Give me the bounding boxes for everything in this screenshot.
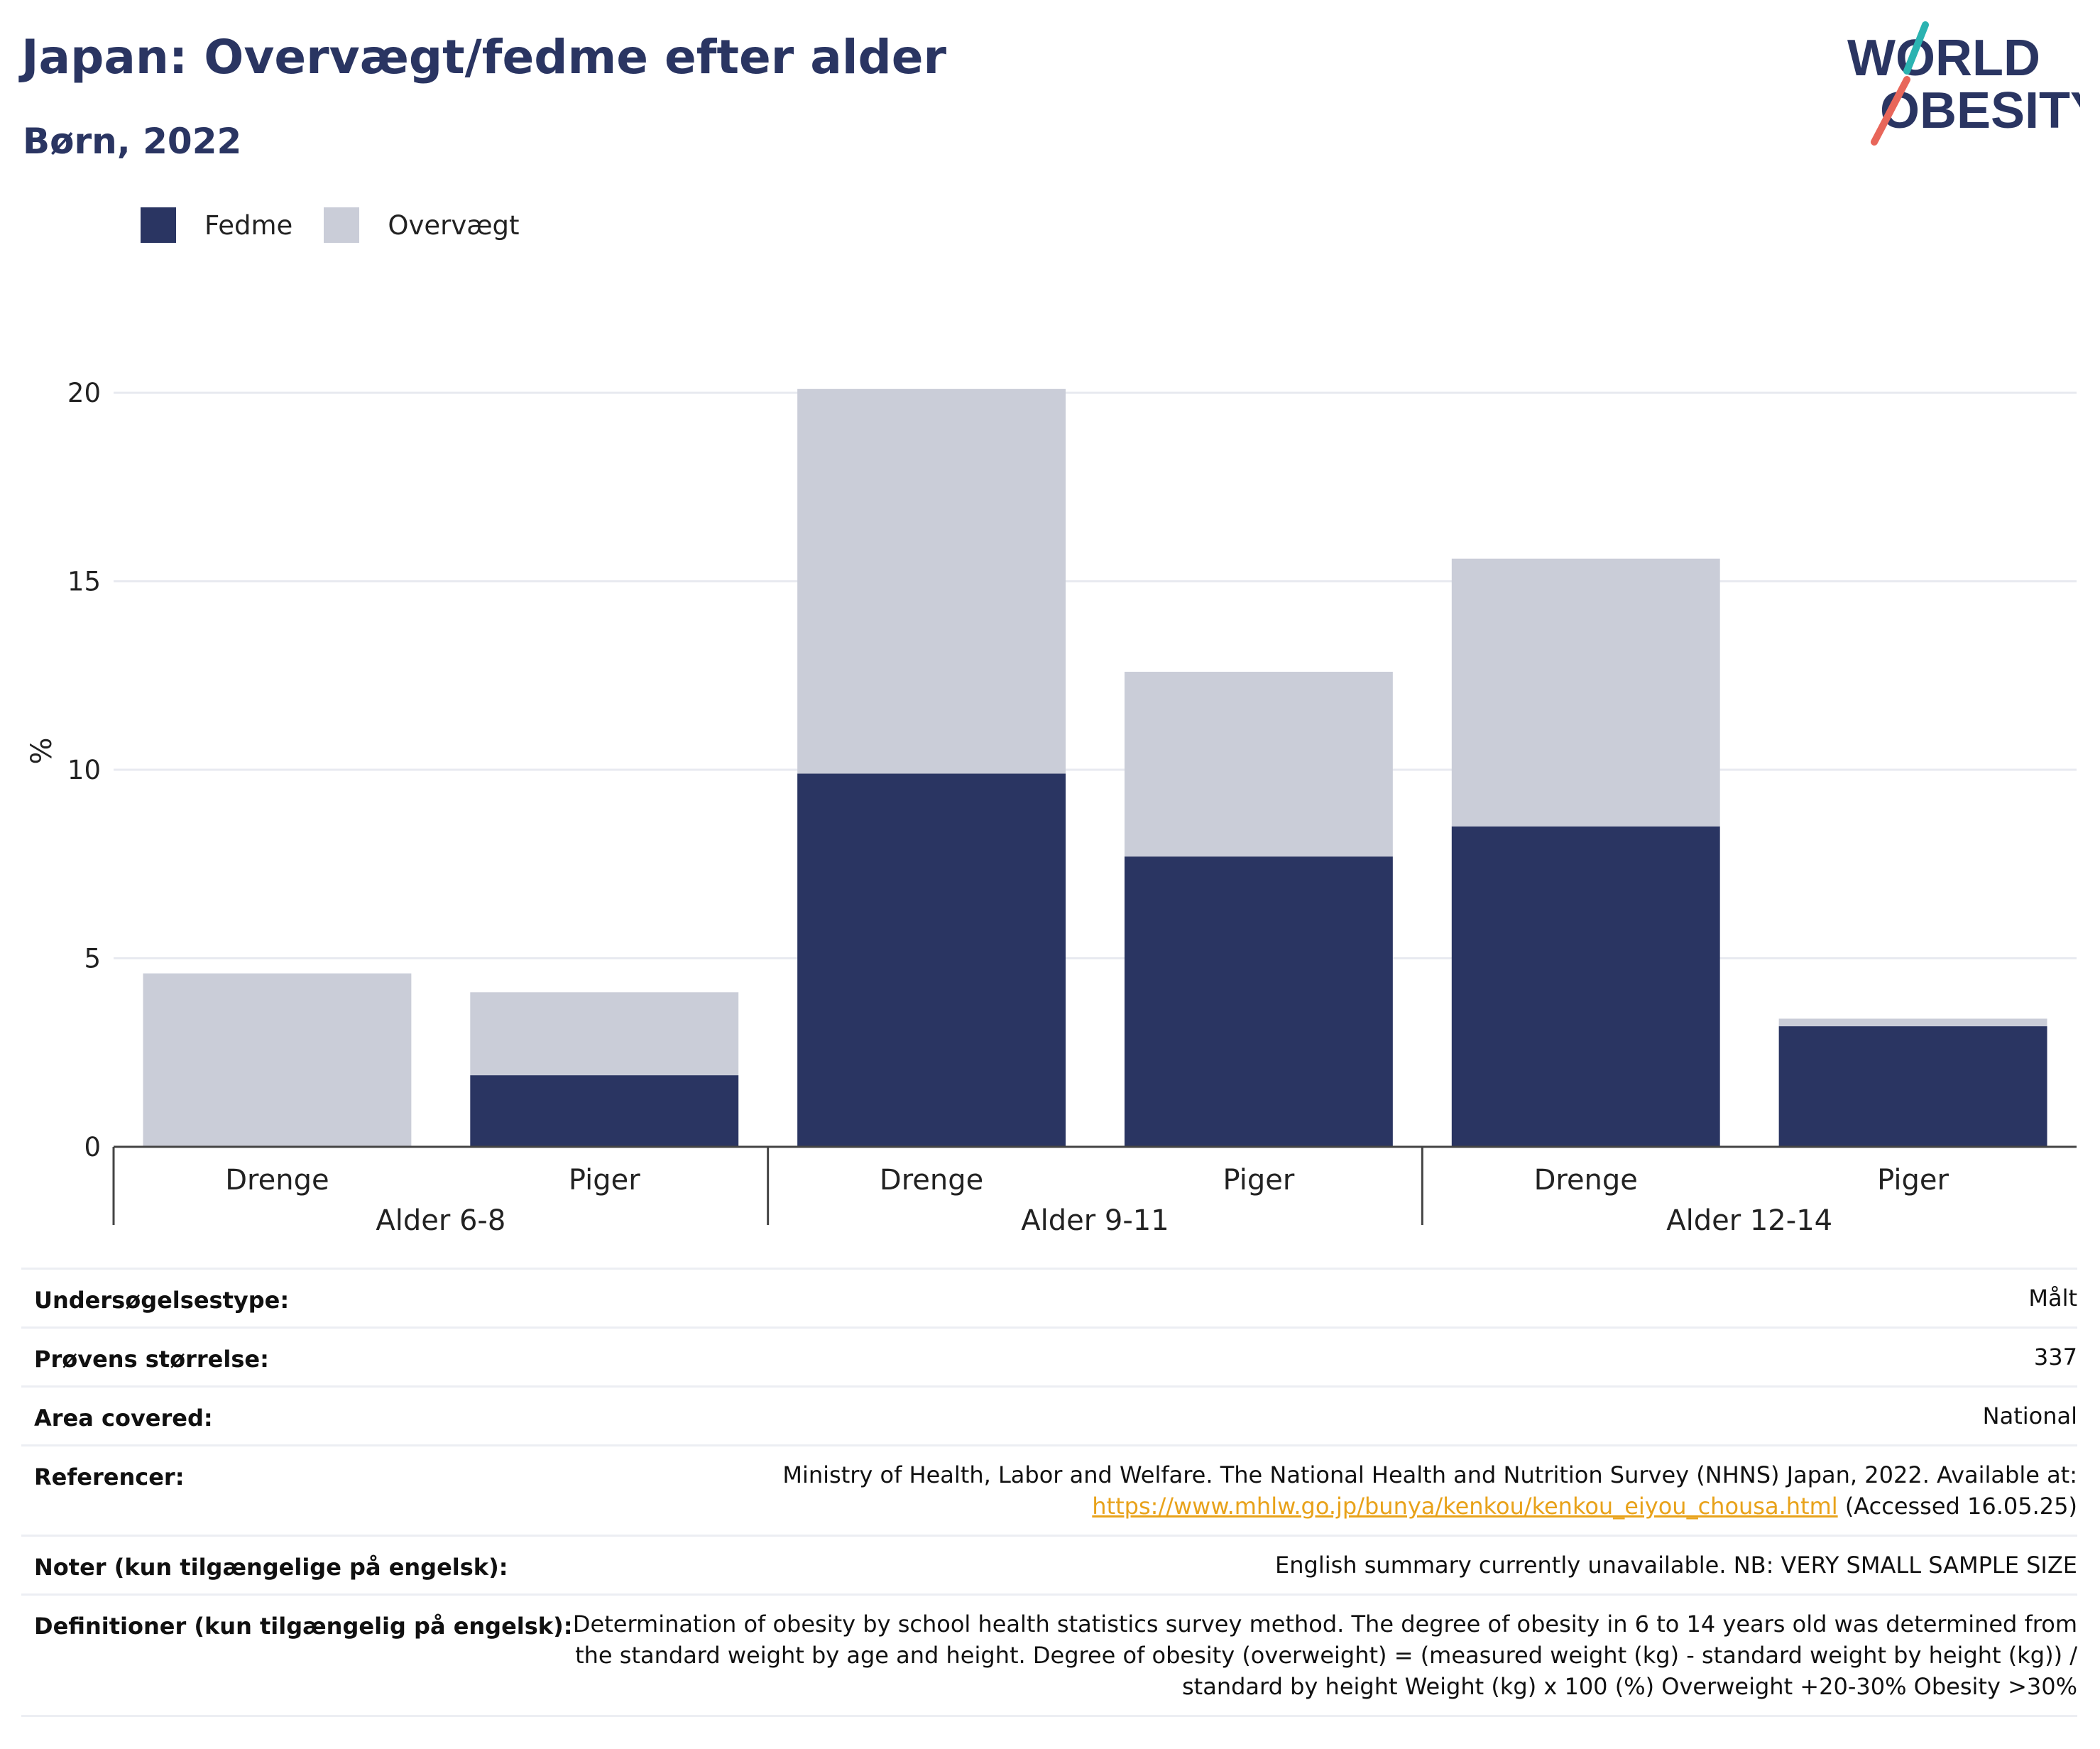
meta-row-sample-size: Prøvens størrelse: 337 bbox=[21, 1326, 2077, 1385]
reference-link[interactable]: https://www.mhlw.go.jp/bunya/kenkou/kenk… bbox=[1092, 1493, 1838, 1520]
meta-key: Area covered: bbox=[34, 1405, 213, 1432]
legend-swatch-overvaegt bbox=[324, 207, 360, 243]
legend-swatch-fedme bbox=[141, 207, 176, 243]
meta-key: Undersøgelsestype: bbox=[34, 1287, 290, 1314]
x-tick-label: Drenge bbox=[1534, 1164, 1638, 1197]
logo-line-2: OBESITY bbox=[1880, 82, 2080, 139]
reference-accessed: (Accessed 16.05.25) bbox=[1837, 1493, 2077, 1520]
legend-label-fedme: Fedme bbox=[204, 209, 293, 241]
bar-overvaegt bbox=[143, 973, 412, 1147]
bar-fedme bbox=[1124, 856, 1393, 1147]
meta-row-definitions: Definitioner (kun tilgængelig på engelsk… bbox=[21, 1593, 2077, 1717]
meta-key: Definitioner (kun tilgængelig på engelsk… bbox=[34, 1613, 573, 1640]
meta-key: Referencer: bbox=[34, 1464, 185, 1491]
group-label: Alder 9-11 bbox=[1021, 1204, 1169, 1237]
legend-label-overvaegt: Overvægt bbox=[388, 209, 520, 241]
bar-overvaegt bbox=[797, 388, 1066, 774]
y-tick-label: 5 bbox=[84, 944, 101, 974]
y-axis-label: % bbox=[26, 737, 58, 764]
meta-value: Determination of obesity by school healt… bbox=[572, 1611, 2077, 1700]
x-tick-label: Drenge bbox=[880, 1164, 983, 1197]
y-tick-label: 15 bbox=[67, 567, 101, 597]
meta-value: English summary currently unavailable. N… bbox=[1275, 1552, 2077, 1579]
group-label: Alder 6-8 bbox=[376, 1204, 505, 1237]
bar-fedme bbox=[470, 1075, 739, 1147]
meta-row-survey-type: Undersøgelsestype: Målt bbox=[21, 1268, 2077, 1326]
stacked-bar-chart: 0 5 10 15 20% Drenge Piger Drenge Piger Drenge Pig… bbox=[26, 378, 2077, 1237]
x-tick-label: Piger bbox=[1223, 1164, 1295, 1197]
meta-value: 337 bbox=[2033, 1344, 2077, 1371]
meta-row-area-covered: Area covered: National bbox=[21, 1385, 2077, 1444]
x-tick-label: Drenge bbox=[225, 1164, 329, 1197]
world-obesity-logo: WORLD OBESITY bbox=[1847, 21, 2080, 146]
logo-line-1: WORLD bbox=[1847, 30, 2040, 87]
meta-row-notes: Noter (kun tilgængelige på engelsk): Eng… bbox=[21, 1535, 2077, 1593]
page-title: Japan: Overvægt/fedme efter alder bbox=[21, 30, 947, 85]
y-tick-label: 20 bbox=[67, 378, 101, 408]
bar-overvaegt bbox=[1778, 1018, 2047, 1027]
page-subtitle: Børn, 2022 bbox=[23, 121, 242, 162]
meta-key: Noter (kun tilgængelige på engelsk): bbox=[34, 1554, 508, 1581]
meta-row-references: Referencer: Ministry of Health, Labor an… bbox=[21, 1444, 2077, 1535]
bar-overvaegt bbox=[470, 992, 739, 1076]
bar-fedme bbox=[797, 773, 1066, 1147]
legend-item-fedme[interactable]: Fedme bbox=[141, 207, 292, 243]
y-tick-label: 10 bbox=[67, 755, 101, 785]
meta-value: Målt bbox=[2028, 1285, 2077, 1312]
bar-fedme bbox=[1451, 826, 1720, 1147]
logo-slash-coral bbox=[1871, 76, 1910, 146]
legend-item-overvaegt[interactable]: Overvægt bbox=[324, 207, 520, 243]
meta-key: Prøvens størrelse: bbox=[34, 1346, 269, 1373]
logo-slash-teal bbox=[1903, 21, 1929, 75]
metadata-table: Undersøgelsestype: Målt Prøvens størrels… bbox=[21, 1268, 2077, 1717]
meta-value-references: Ministry of Health, Labor and Welfare. T… bbox=[782, 1446, 2077, 1535]
x-tick-label: Piger bbox=[569, 1164, 640, 1197]
chart-legend: Fedme Overvægt bbox=[141, 207, 551, 243]
x-tick-label: Piger bbox=[1877, 1164, 1949, 1197]
group-label: Alder 12-14 bbox=[1666, 1204, 1832, 1237]
bar-overvaegt bbox=[1451, 558, 1720, 827]
y-tick-label: 0 bbox=[84, 1132, 101, 1162]
reference-text: Ministry of Health, Labor and Welfare. T… bbox=[782, 1461, 2077, 1488]
meta-value: National bbox=[1982, 1402, 2077, 1429]
bar-fedme bbox=[1778, 1026, 2047, 1147]
bar-overvaegt bbox=[1124, 672, 1393, 857]
